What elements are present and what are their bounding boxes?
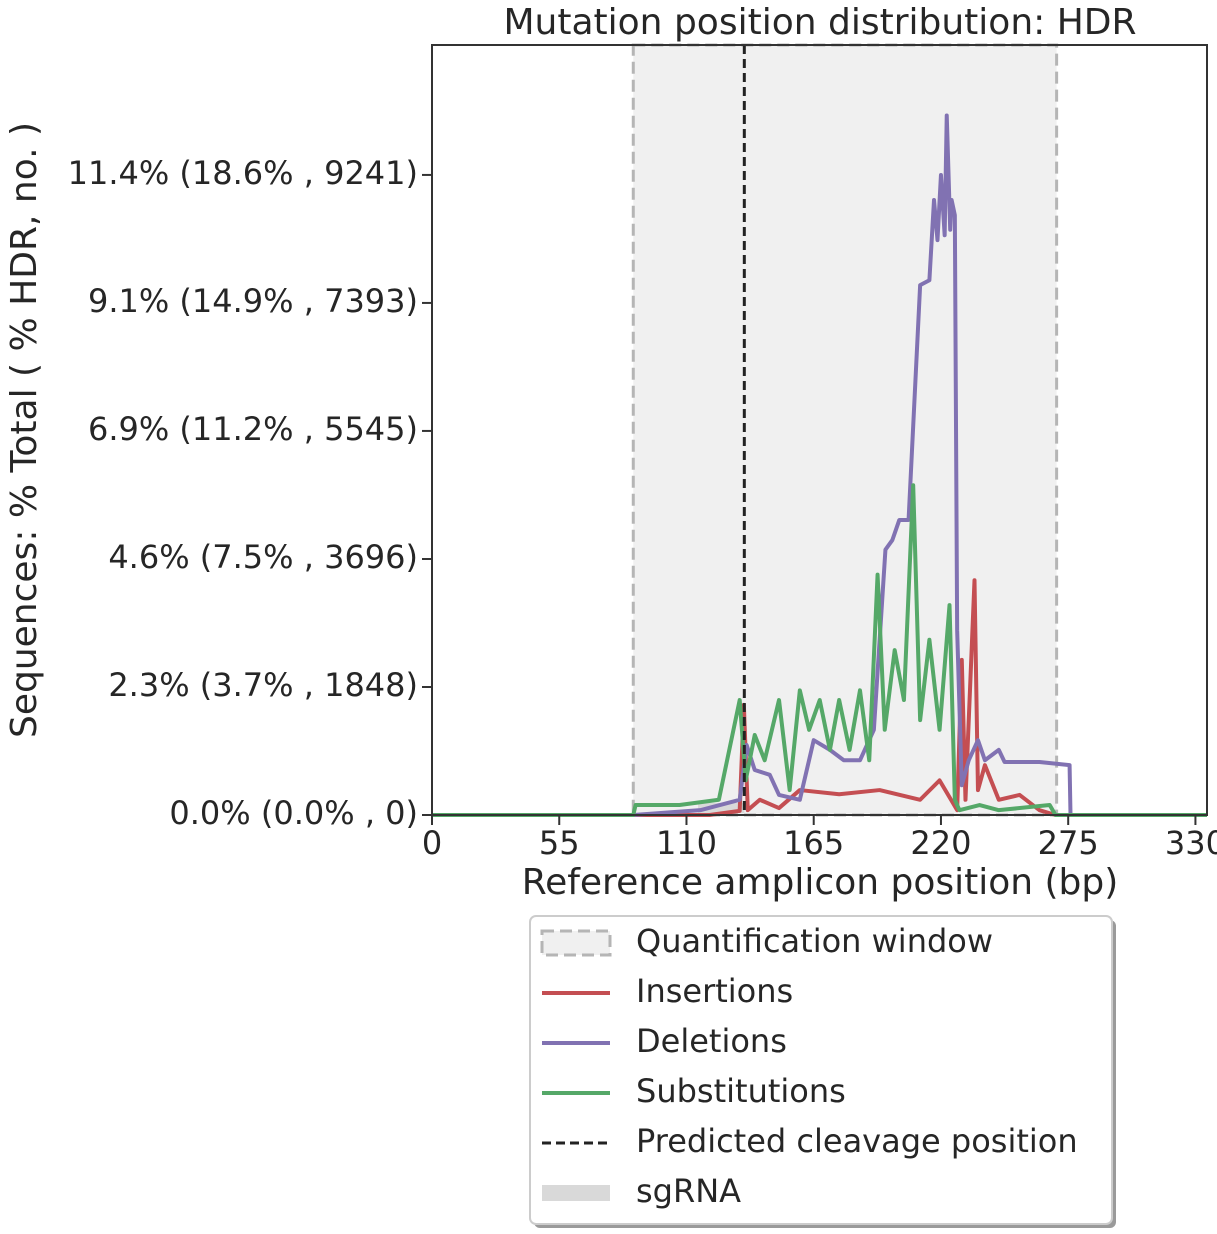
x-tick-label: 165 bbox=[783, 824, 844, 862]
x-axis-label: Reference amplicon position (bp) bbox=[522, 862, 1119, 903]
y-tick-label: 2.3% (3.7% , 1848) bbox=[108, 666, 418, 704]
legend: Quantification window Insertions Deletions… bbox=[529, 915, 1116, 1228]
legend-label: Quantification window bbox=[636, 922, 993, 960]
legend-label: sgRNA bbox=[636, 1172, 741, 1210]
legend-swatch bbox=[542, 1185, 610, 1201]
chart-title: Mutation position distribution: HDR bbox=[503, 2, 1136, 43]
quantification-window bbox=[631, 43, 1059, 817]
x-tick-label: 330 bbox=[1165, 824, 1217, 862]
legend-box bbox=[529, 915, 1113, 1225]
y-axis-label: Sequences: % Total ( % HDR, no. ) bbox=[4, 122, 45, 738]
x-tick-label: 220 bbox=[910, 824, 971, 862]
x-tick-label: 0 bbox=[422, 824, 442, 862]
y-tick-label: 9.1% (14.9% , 7393) bbox=[88, 282, 418, 320]
y-tick-label: 0.0% (0.0% , 0) bbox=[169, 794, 418, 832]
y-tick-label: 6.9% (11.2% , 5545) bbox=[88, 410, 418, 448]
legend-label: Deletions bbox=[636, 1022, 787, 1060]
x-tick-label: 55 bbox=[539, 824, 580, 862]
legend-label: Insertions bbox=[636, 972, 793, 1010]
legend-label: Substitutions bbox=[636, 1072, 846, 1110]
sgrna bbox=[698, 803, 745, 813]
y-tick-label: 11.4% (18.6% , 9241) bbox=[68, 154, 418, 192]
legend-swatch bbox=[540, 929, 612, 957]
x-tick-label: 110 bbox=[656, 824, 717, 862]
y-tick-label: 4.6% (7.5% , 3696) bbox=[108, 538, 418, 576]
x-tick-label: 275 bbox=[1038, 824, 1099, 862]
series-line bbox=[432, 113, 1207, 817]
legend-label: Predicted cleavage position bbox=[636, 1122, 1078, 1160]
